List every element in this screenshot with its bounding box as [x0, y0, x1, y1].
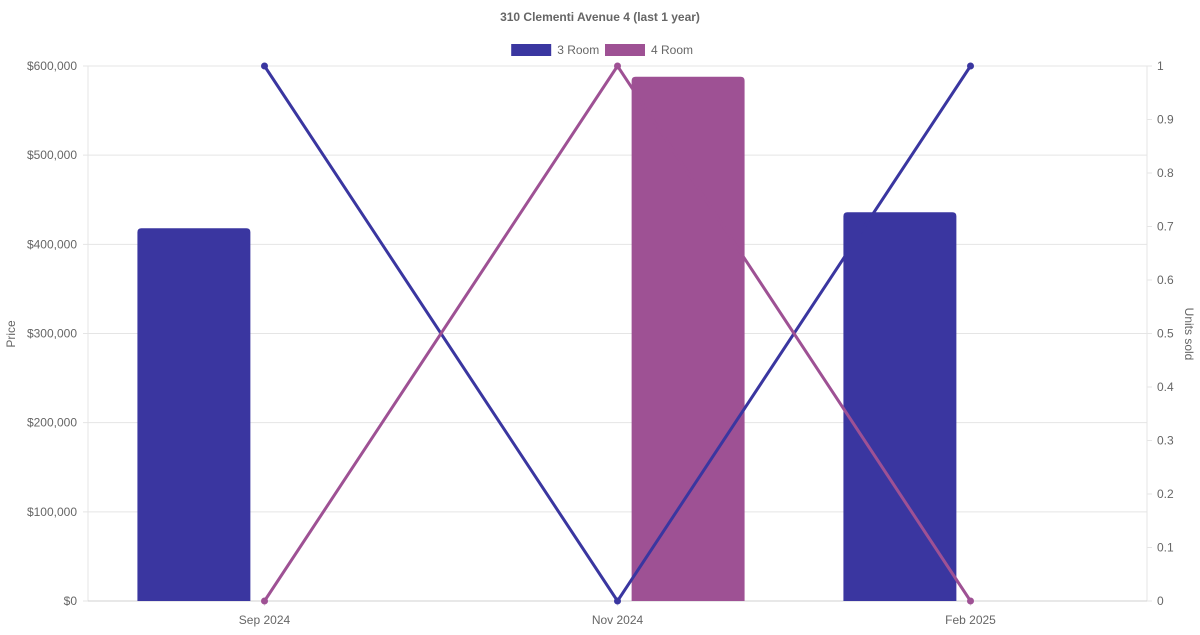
y-right-tick-label: 0.9 — [1157, 113, 1174, 127]
x-tick-label: Feb 2025 — [945, 613, 996, 627]
bar-4-room — [631, 76, 745, 601]
point-4-room — [614, 62, 621, 70]
y-left-tick-label: $300,000 — [27, 327, 77, 341]
y-right-tick-label: 0.1 — [1157, 541, 1174, 555]
y-right-tick-label: 0.8 — [1157, 166, 1174, 180]
point-3-room — [967, 62, 974, 70]
y-left-tick-label: $400,000 — [27, 237, 77, 251]
bar-3-room — [137, 228, 251, 602]
bar-3-room — [843, 212, 957, 601]
y-right-tick-label: 0.2 — [1157, 487, 1174, 501]
y-right-tick-label: 0 — [1157, 594, 1164, 608]
y-axis-left: $0 $100,000 $200,000 $300,000 $400,000 $500,0… — [27, 59, 77, 608]
legend-label-3-room: 3 Room — [557, 43, 599, 57]
x-axis: Sep 2024 Nov 2024 Feb 2025 — [88, 600, 1147, 627]
x-tick-label: Nov 2024 — [592, 613, 644, 627]
legend-swatch-4-room — [605, 44, 645, 56]
x-tick-label: Sep 2024 — [239, 613, 291, 627]
y-right-tick-label: 0.3 — [1157, 434, 1174, 448]
y-left-tick-label: $600,000 — [27, 59, 77, 73]
bars — [137, 76, 957, 602]
y-left-tick-label: $0 — [64, 594, 78, 608]
y-left-tick-label: $200,000 — [27, 416, 77, 430]
point-4-room — [967, 597, 974, 605]
y-axis-left-title: Price — [4, 320, 18, 348]
legend: 3 Room 4 Room — [511, 43, 693, 57]
y-left-tick-label: $100,000 — [27, 505, 77, 519]
gridlines — [83, 65, 1148, 602]
y-right-tick-label: 1 — [1157, 59, 1164, 73]
legend-swatch-3-room — [511, 44, 552, 56]
y-right-tick-label: 0.4 — [1157, 380, 1174, 394]
point-3-room — [614, 597, 621, 605]
y-axis-right-title: Units sold — [1182, 308, 1196, 361]
point-4-room — [261, 597, 268, 605]
y-axis-right: 0 0.1 0.2 0.3 0.4 0.5 0.6 0.7 0.8 0.9 1 — [1147, 59, 1174, 608]
y-right-tick-label: 0.7 — [1157, 220, 1174, 234]
chart-title: 310 Clementi Avenue 4 (last 1 year) — [500, 10, 700, 24]
y-right-tick-label: 0.5 — [1157, 327, 1174, 341]
legend-label-4-room: 4 Room — [651, 43, 693, 57]
y-right-tick-label: 0.6 — [1157, 273, 1174, 287]
y-left-tick-label: $500,000 — [27, 148, 77, 162]
points — [261, 62, 974, 605]
point-3-room — [261, 62, 268, 70]
